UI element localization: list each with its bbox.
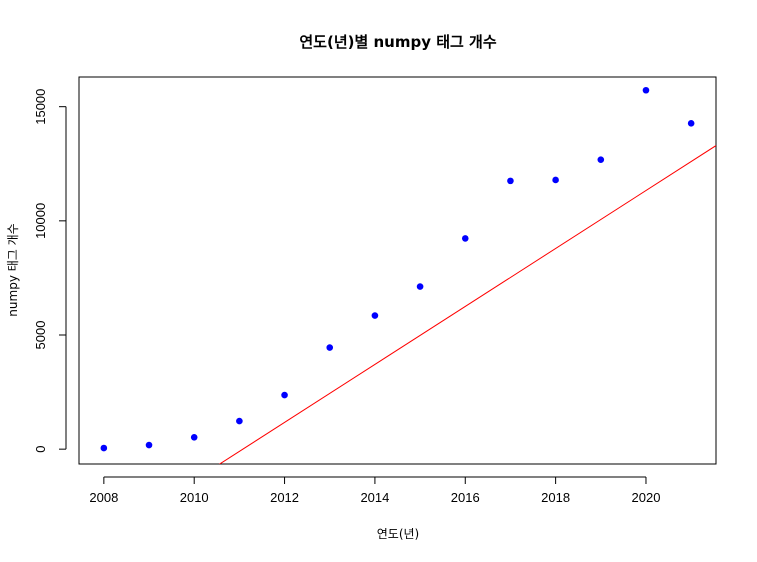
data-point — [642, 86, 650, 94]
y-tick-label: 5000 — [33, 321, 48, 350]
x-tick-label: 2018 — [541, 490, 570, 505]
x-tick-label: 2020 — [632, 490, 661, 505]
x-tick-label: 2012 — [270, 490, 299, 505]
data-point — [597, 156, 605, 163]
data-point — [507, 177, 514, 185]
x-tick-label: 2008 — [89, 490, 118, 505]
data-point — [416, 283, 424, 290]
data-point — [552, 176, 559, 184]
x-axis-label: 연도(년) — [377, 527, 419, 541]
data-point — [236, 417, 243, 425]
data-point — [687, 120, 695, 127]
chart-title: 연도(년)별 numpy 태그 개수 — [299, 33, 496, 51]
y-axis-label: numpy 태그 개수 — [6, 223, 20, 316]
data-point — [145, 441, 153, 449]
x-tick-label: 2010 — [180, 490, 209, 505]
regression-line — [218, 145, 716, 464]
plot-frame — [78, 76, 717, 465]
data-point — [190, 433, 198, 441]
y-axis: 0 5000 10000 15000 — [33, 89, 67, 453]
x-tick-label: 2016 — [451, 490, 480, 505]
y-tick-label: 0 — [33, 446, 48, 453]
data-point — [371, 312, 379, 319]
x-axis: 2008 2010 2012 2014 2016 2018 2020 — [89, 476, 661, 505]
x-tick-label: 2014 — [360, 490, 389, 505]
data-point — [461, 235, 469, 242]
y-tick-label: 15000 — [33, 89, 48, 125]
y-tick-label: 10000 — [33, 203, 48, 239]
data-point — [281, 391, 288, 399]
data-point — [100, 444, 108, 452]
data-point — [326, 344, 334, 351]
